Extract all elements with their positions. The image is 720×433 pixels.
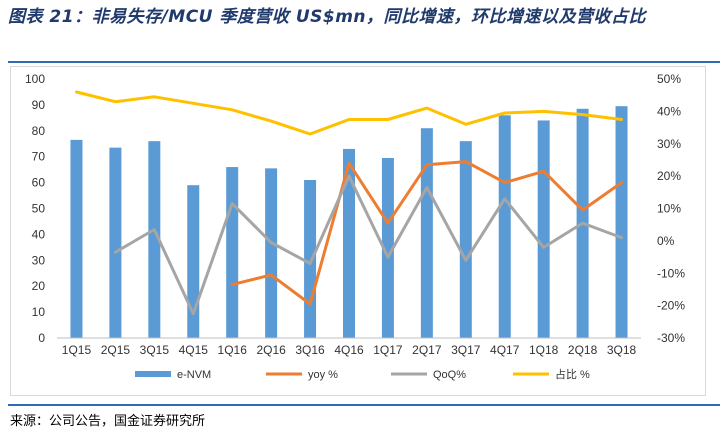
- y-right-tick: 30%: [657, 137, 681, 151]
- y-right-tick: 20%: [657, 169, 681, 183]
- bar-3Q18: [615, 106, 628, 338]
- legend-label-3: 占比 %: [555, 367, 590, 381]
- x-tick: 3Q15: [140, 343, 170, 357]
- x-tick: 4Q15: [179, 343, 209, 357]
- chart-frame: 0 10 20 30 40 50 60 70 80 90 100 -30% -20% -10% 0% 10% 2…: [10, 66, 706, 396]
- y-right-tick: 0%: [657, 234, 675, 248]
- source-note: 来源：公司公告，国金证券研究所: [10, 414, 206, 429]
- y-right-tick: -10%: [657, 266, 685, 280]
- bar-3Q17: [459, 141, 472, 338]
- line-series-0: [230, 160, 623, 306]
- x-tick: 4Q16: [334, 343, 364, 357]
- x-tick: 3Q17: [451, 343, 481, 357]
- x-tick: 1Q15: [62, 343, 92, 357]
- bar-4Q17: [498, 115, 511, 338]
- x-tick: 2Q18: [568, 343, 598, 357]
- top-rule: [8, 61, 720, 63]
- chart-svg: 0 10 20 30 40 50 60 70 80 90 100 -30% -20% -10% 0% 10% 2…: [25, 72, 685, 381]
- x-tick: 3Q16: [295, 343, 325, 357]
- bar-1Q15: [70, 139, 83, 338]
- bar-1Q18: [537, 120, 550, 338]
- x-tick: 2Q15: [101, 343, 131, 357]
- bottom-rule: [8, 404, 720, 406]
- line-series-2: [75, 90, 623, 136]
- y-right-tick: 50%: [657, 72, 681, 86]
- bar-3Q16: [304, 180, 317, 338]
- y-left-tick: 0: [38, 331, 45, 345]
- x-tick: 2Q16: [256, 343, 286, 357]
- legend-label-0: e-NVM: [177, 369, 211, 381]
- bar-2Q17: [420, 128, 433, 338]
- y-right-tick: -30%: [657, 331, 685, 345]
- y-left-tick: 50: [32, 202, 46, 216]
- legend-label-2: QoQ%: [433, 369, 466, 381]
- bar-3Q15: [148, 141, 161, 338]
- x-tick: 3Q18: [607, 343, 637, 357]
- x-tick: 4Q17: [490, 343, 520, 357]
- y-left-tick: 30: [32, 253, 46, 267]
- x-tick: 1Q17: [373, 343, 403, 357]
- bar-4Q16: [343, 148, 355, 338]
- bar-4Q15: [187, 185, 200, 338]
- y-left-tick: 100: [25, 72, 45, 86]
- y-left-tick: 40: [32, 227, 46, 241]
- y-left-tick: 70: [32, 150, 46, 164]
- bar-1Q17: [381, 157, 394, 338]
- bar-2Q15: [109, 147, 122, 338]
- x-tick: 2Q17: [412, 343, 442, 357]
- y-right-tick: 10%: [657, 202, 681, 216]
- y-left-tick: 80: [32, 124, 46, 138]
- x-tick: 1Q18: [529, 343, 559, 357]
- y-right-tick: -20%: [657, 299, 685, 313]
- line-series-1: [113, 174, 623, 316]
- legend-label-1: yoy %: [308, 369, 338, 381]
- y-left-tick: 90: [32, 98, 46, 112]
- chart-title: 图表 21：非易失存/MCU 季度营收 US$mn，同比增速，环比增速以及营收占…: [8, 7, 647, 27]
- y-left-tick: 20: [32, 279, 46, 293]
- bar-1Q16: [226, 167, 239, 338]
- bar-2Q16: [265, 168, 278, 338]
- y-left-tick: 60: [32, 176, 46, 190]
- x-tick: 1Q16: [218, 343, 248, 357]
- y-right-tick: 40%: [657, 104, 681, 118]
- y-left-tick: 10: [32, 305, 46, 319]
- legend-swatch-0: [135, 371, 171, 377]
